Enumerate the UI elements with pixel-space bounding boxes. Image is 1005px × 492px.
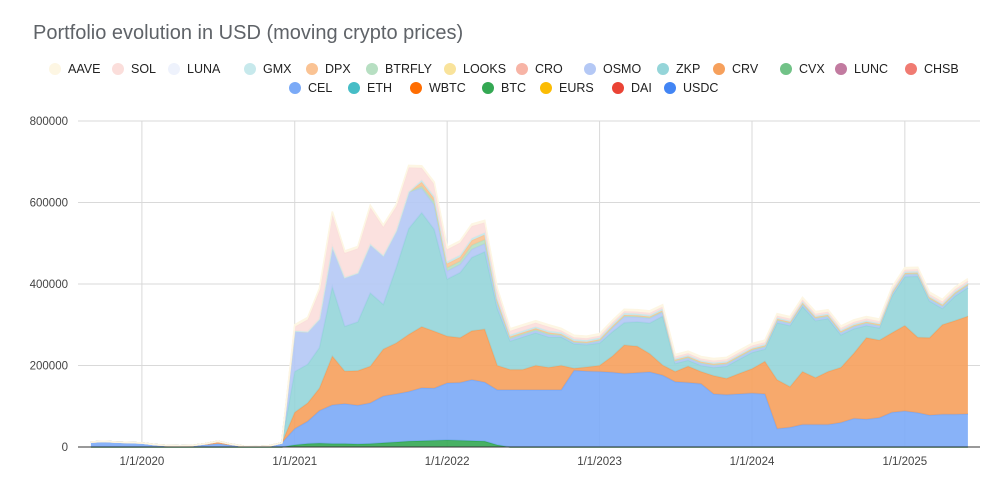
legend-label: OSMO	[603, 62, 642, 76]
legend-item-looks[interactable]: LOOKS	[444, 62, 506, 76]
legend-item-usdc[interactable]: USDC	[664, 81, 718, 95]
legend-swatch	[289, 82, 301, 94]
line-series-aave	[90, 164, 969, 448]
legend-label: LOOKS	[463, 62, 507, 76]
legend-swatch	[540, 82, 552, 94]
legend-item-wbtc[interactable]: WBTC	[410, 81, 466, 95]
y-tick-label: 0	[62, 442, 68, 454]
legend-swatch	[410, 82, 422, 94]
legend-item-chsb[interactable]: CHSB	[905, 62, 959, 76]
x-tick-label: 1/1/2023	[577, 456, 622, 468]
legend-item-crv[interactable]: CRV	[713, 62, 758, 76]
legend-label: EURS	[559, 81, 594, 95]
legend-item-lunc[interactable]: LUNC	[835, 62, 888, 76]
legend-item-luna[interactable]: LUNA	[168, 62, 220, 76]
legend-swatch	[366, 63, 378, 75]
legend-item-dai[interactable]: DAI	[612, 81, 652, 95]
legend-swatch	[612, 82, 624, 94]
legend-swatch	[244, 63, 256, 75]
legend-swatch	[516, 63, 528, 75]
legend-label: LUNA	[187, 62, 221, 76]
y-tick-label: 200000	[30, 361, 68, 373]
area-series-cel	[90, 370, 968, 447]
y-tick-label: 400000	[30, 279, 68, 291]
legend-label: CVX	[799, 62, 825, 76]
x-tick-label: 1/1/2022	[425, 456, 470, 468]
legend-swatch	[664, 82, 676, 94]
chart-title: Portfolio evolution in USD (moving crypt…	[33, 22, 464, 44]
legend-label: SOL	[131, 62, 157, 76]
legend-label: ETH	[367, 81, 392, 95]
legend-item-sol[interactable]: SOL	[112, 62, 156, 76]
legend-item-osmo[interactable]: OSMO	[584, 62, 641, 76]
legend-label: DAI	[631, 81, 652, 95]
legend-row: AAVE SOL LUNA GMX DPX BTRFLY LOOKS CRO OSMO ZKP CR…	[0, 62, 1005, 80]
y-tick-label: 600000	[30, 198, 68, 210]
legend-label: CEL	[308, 81, 333, 95]
legend-item-cro[interactable]: CRO	[516, 62, 563, 76]
legend-row: CEL ETH WBTC BTC EURS DAI USDC	[0, 81, 1005, 99]
legend-label: CRO	[535, 62, 563, 76]
legend-swatch	[835, 63, 847, 75]
legend-label: USDC	[683, 81, 719, 95]
legend-item-cel[interactable]: CEL	[289, 81, 332, 95]
legend-item-dpx[interactable]: DPX	[306, 62, 351, 76]
x-tick-label: 1/1/2025	[882, 456, 927, 468]
x-tick-label: 1/1/2024	[730, 456, 775, 468]
legend-swatch	[444, 63, 456, 75]
legend-swatch	[168, 63, 180, 75]
legend-item-gmx[interactable]: GMX	[244, 62, 291, 76]
legend-swatch	[780, 63, 792, 75]
legend-item-zkp[interactable]: ZKP	[657, 62, 700, 76]
legend-item-eth[interactable]: ETH	[348, 81, 392, 95]
legend-swatch	[657, 63, 669, 75]
legend-label: DPX	[325, 62, 351, 76]
legend-label: LUNC	[854, 62, 889, 76]
legend-swatch	[49, 63, 61, 75]
legend-item-btrfly[interactable]: BTRFLY	[366, 62, 432, 76]
x-tick-label: 1/1/2020	[120, 456, 165, 468]
legend-label: WBTC	[429, 81, 466, 95]
legend-swatch	[713, 63, 725, 75]
area-series-crv	[90, 316, 968, 447]
legend-item-eurs[interactable]: EURS	[540, 81, 594, 95]
area-series-zkp	[90, 212, 968, 447]
legend-label: BTC	[501, 81, 526, 95]
legend-label: CRV	[732, 62, 759, 76]
legend-swatch	[112, 63, 124, 75]
legend-swatch	[584, 63, 596, 75]
legend-label: ZKP	[676, 62, 701, 76]
legend-label: CHSB	[924, 62, 959, 76]
x-tick-label: 1/1/2021	[272, 456, 317, 468]
area-series-btc	[90, 440, 968, 447]
legend-swatch	[905, 63, 917, 75]
legend-item-aave[interactable]: AAVE	[49, 62, 100, 76]
legend-item-btc[interactable]: BTC	[482, 81, 526, 95]
legend-label: GMX	[263, 62, 292, 76]
legend-label: AAVE	[68, 62, 101, 76]
legend-label: BTRFLY	[385, 62, 432, 76]
legend-swatch	[482, 82, 494, 94]
y-tick-label: 800000	[30, 116, 68, 128]
legend-swatch	[348, 82, 360, 94]
legend-swatch	[306, 63, 318, 75]
legend-item-cvx[interactable]: CVX	[780, 62, 825, 76]
